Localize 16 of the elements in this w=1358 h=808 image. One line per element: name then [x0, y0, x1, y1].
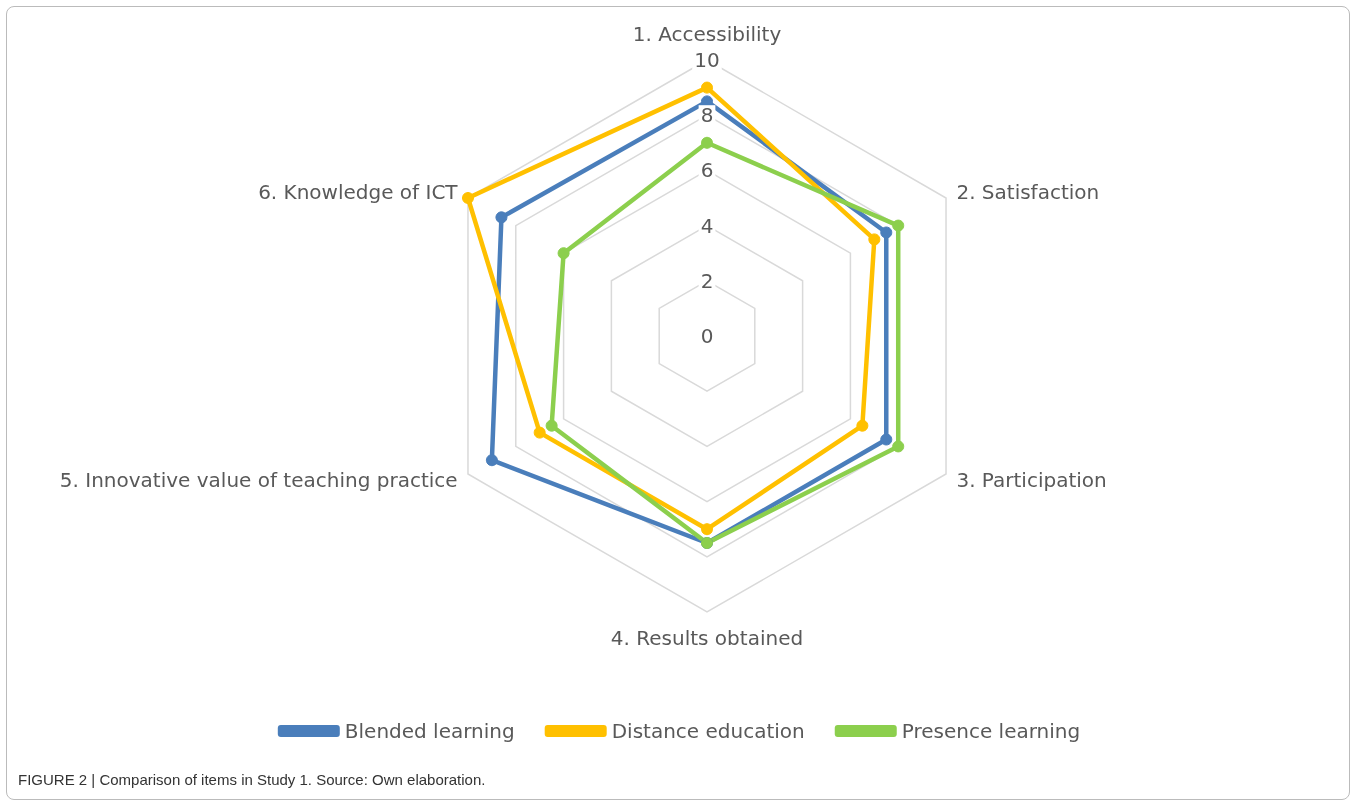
caption: FIGURE 2 | Comparison of items in Study 1. Source: Own elaboration.	[18, 771, 486, 788]
y-tick-label: 0	[700, 324, 714, 348]
spoke-label: 3. Participation	[956, 468, 1107, 492]
spoke-label: 4. Results obtained	[610, 626, 804, 650]
legend-label: Blended learning	[344, 719, 515, 743]
spoke-label: 5. Innovative value of teaching practice	[59, 468, 458, 492]
legend-label: Distance education	[611, 719, 805, 743]
y-tick-label: 10	[694, 48, 720, 72]
y-tick-label: 4	[700, 213, 714, 238]
spoke-label: 1. Accessibility	[632, 22, 782, 46]
y-tick-label: 6	[700, 158, 714, 183]
legend-label: Presence learning	[901, 719, 1081, 743]
spoke-label: 2. Satisfaction	[956, 180, 1100, 204]
y-tick-label: 2	[700, 268, 714, 293]
y-tick-label: 8	[700, 103, 714, 128]
spoke-label: 6. Knowledge of ICT	[258, 180, 459, 204]
